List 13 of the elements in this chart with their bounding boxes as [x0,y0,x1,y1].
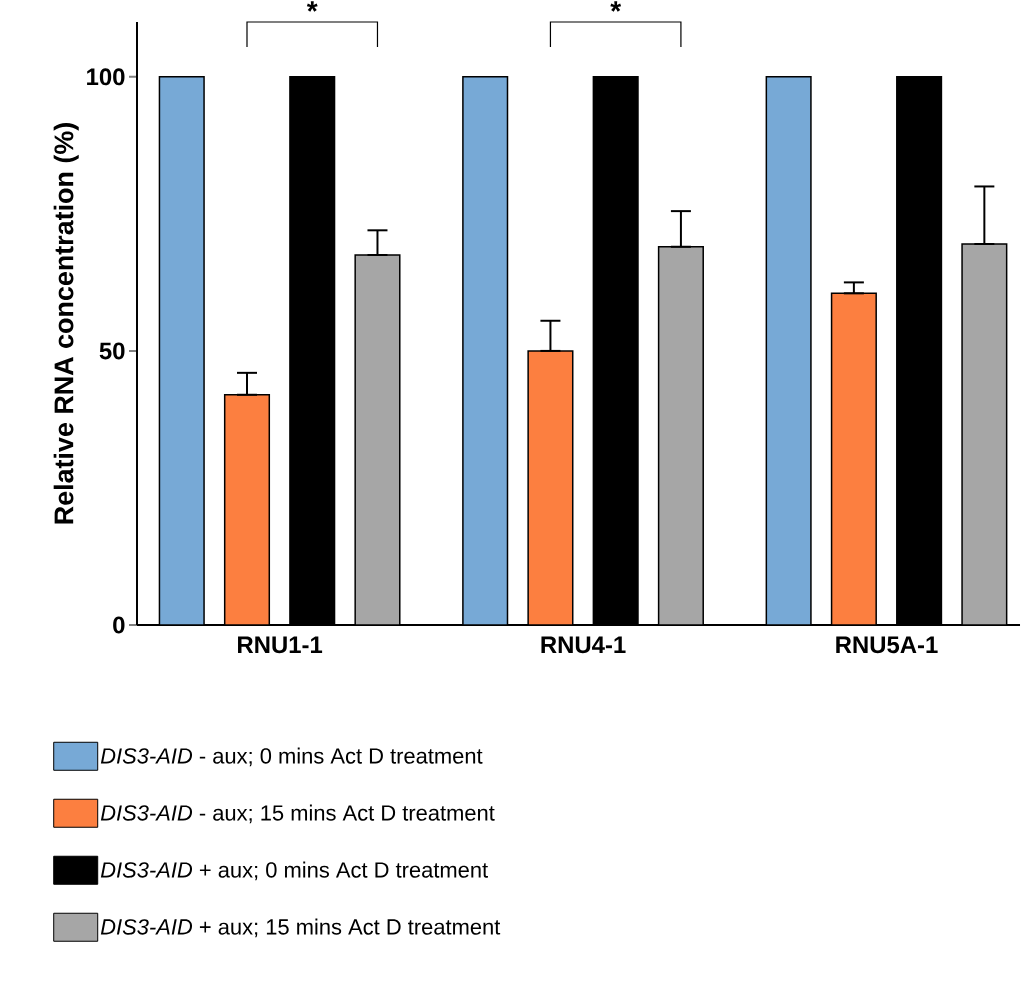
y-tick-label: 50 [99,342,125,360]
y-tick-label: 0 [113,616,125,634]
x-tick-label: RNU4-1 [541,636,626,654]
text: * [610,1,622,12]
legend-label: DIS3-AID - aux; 0 mins Act D treatment [100,747,483,767]
y-axis-title: Relative RNA concentration (%) [53,123,79,524]
x-tick-label: RNU1-1 [238,636,323,654]
x-tick-label: RNU5A-1 [836,636,938,654]
y-tick-label: 100 [87,68,125,86]
legend-label: DIS3-AID + aux; 15 mins Act D treatment [100,918,501,938]
legend-label: DIS3-AID - aux; 15 mins Act D treatment [100,804,495,824]
text: * [306,1,318,12]
legend-label: DIS3-AID + aux; 0 mins Act D treatment [100,861,488,881]
